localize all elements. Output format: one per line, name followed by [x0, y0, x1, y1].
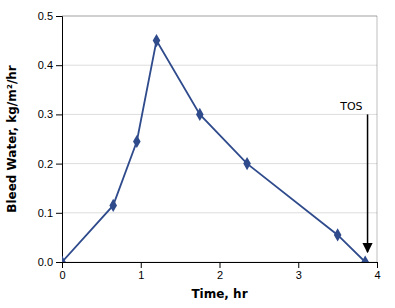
line: [62, 41, 365, 262]
tick-label: 2: [217, 269, 223, 281]
x-axis-title: Time, hr: [191, 287, 247, 301]
tick-label: 0.4: [38, 59, 53, 71]
grid-line: [62, 163, 377, 164]
tick: 0.1: [38, 207, 62, 219]
tick-mark: [56, 213, 62, 214]
tick-label: 0.5: [38, 10, 53, 22]
tick-mark: [56, 262, 62, 263]
tick-label: 4: [374, 269, 380, 281]
grid-line: [62, 65, 377, 66]
plot: 0 1 2 3 4 0.0 0.1 0.2 0.3 0.4 0.5 TOS: [38, 10, 381, 281]
tick-mark: [377, 262, 378, 268]
tick-mark: [141, 262, 142, 268]
tick-mark: [56, 164, 62, 165]
grid-line: [62, 212, 377, 213]
point: [109, 199, 117, 212]
axis-line: [63, 263, 378, 269]
point: [196, 108, 204, 121]
tick-label: 1: [138, 269, 144, 281]
y-axis: 0.0 0.1 0.2 0.3 0.4 0.5: [38, 10, 63, 268]
tick-mark: [220, 262, 221, 268]
point: [334, 228, 342, 241]
point: [133, 135, 141, 148]
tick: 0.4: [38, 59, 62, 71]
grid-line: [62, 114, 377, 115]
tick: 0.2: [38, 158, 62, 170]
point: [243, 157, 251, 170]
tick-label: 0.1: [38, 207, 53, 219]
grid-line: [62, 16, 377, 17]
point: [62, 255, 66, 262]
tick-mark: [56, 16, 62, 17]
tick-label: 0: [59, 269, 65, 281]
annotation-label: TOS: [339, 100, 362, 113]
frame: [62, 16, 377, 17]
x-axis: 0 1 2 3 4: [59, 262, 380, 281]
marks: [62, 34, 369, 262]
tick: 4: [374, 262, 380, 281]
y-axis-title: Bleed Water, kg/m²/hr: [5, 65, 19, 213]
tick: 2: [217, 262, 223, 281]
point: [153, 34, 161, 47]
frame: [377, 16, 378, 262]
annotation-arrow: [367, 114, 369, 252]
tick-label: 3: [296, 269, 302, 281]
tick: 0: [59, 262, 65, 281]
tick: 1: [138, 262, 144, 281]
tick-mark: [56, 65, 62, 66]
tick-label: 0.3: [38, 108, 53, 120]
tick: 0.3: [38, 108, 62, 120]
tick: 0.0: [38, 256, 62, 268]
point: [361, 255, 369, 262]
chart: 0 1 2 3 4 0.0 0.1 0.2 0.3 0.4 0.5 TOS Time, hr Bleed …: [0, 0, 395, 308]
axis-line: [56, 17, 63, 263]
tick-mark: [298, 262, 299, 268]
grid: [62, 16, 377, 262]
tick-label: 0.2: [38, 158, 53, 170]
annotations: TOS: [339, 100, 367, 252]
tick: 3: [296, 262, 302, 281]
tick-label: 0.0: [38, 256, 53, 268]
tick-mark: [56, 114, 62, 115]
tick: 0.5: [38, 10, 62, 22]
